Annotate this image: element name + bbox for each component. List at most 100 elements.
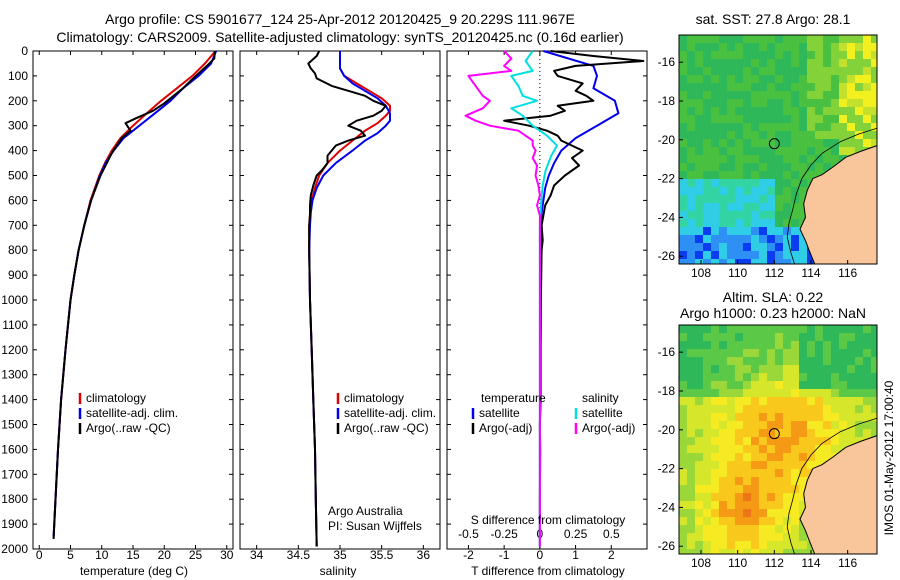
sst-map-cell bbox=[831, 107, 839, 115]
sst-map-cell bbox=[719, 67, 727, 75]
sst-map-cell bbox=[751, 155, 759, 163]
sst-map-cell bbox=[743, 171, 751, 179]
sla-map-cell bbox=[695, 533, 703, 541]
sst-map-cell bbox=[847, 115, 855, 123]
sla-map-xtick-label: 108 bbox=[691, 556, 711, 570]
sst-map-cell bbox=[751, 91, 759, 99]
sla-map-cell bbox=[775, 493, 783, 501]
sla-map-cell bbox=[735, 509, 743, 517]
sla-map-cell bbox=[743, 373, 751, 381]
sla-map-cell bbox=[759, 485, 767, 493]
sla-map-cell bbox=[823, 389, 831, 397]
sla-map-cell bbox=[775, 509, 783, 517]
sla-map-cell bbox=[743, 493, 751, 501]
sla-map-cell bbox=[679, 389, 687, 397]
sla-map-cell bbox=[687, 461, 695, 469]
sst-map-cell bbox=[679, 187, 687, 195]
sla-map-cell bbox=[703, 485, 711, 493]
sla-map-land bbox=[799, 434, 878, 555]
sst-map-cell bbox=[863, 75, 871, 83]
sst-map-xtick-label: 108 bbox=[691, 266, 711, 280]
sst-map-cell bbox=[847, 51, 855, 59]
sst-map-cell bbox=[735, 99, 743, 107]
sla-map-cell bbox=[759, 453, 767, 461]
sst-map-cell bbox=[735, 211, 743, 219]
sst-map-cell bbox=[839, 51, 847, 59]
sla-map-cell bbox=[727, 469, 735, 477]
sla-map-cell bbox=[703, 429, 711, 437]
sla-map-cell bbox=[831, 437, 839, 445]
sla-map-cell bbox=[799, 349, 807, 357]
sla-map-cell bbox=[831, 349, 839, 357]
sla-map-cell bbox=[871, 429, 877, 437]
sst-map-cell bbox=[847, 147, 855, 155]
sla-map-cell bbox=[743, 509, 751, 517]
sla-map-cell bbox=[727, 381, 735, 389]
sst-map-cell bbox=[711, 155, 719, 163]
sst-map-cell bbox=[799, 59, 807, 67]
sla-map-cell bbox=[791, 541, 799, 549]
sla-map-cell bbox=[783, 501, 791, 509]
sla-map-cell bbox=[799, 437, 807, 445]
sla-map-ytick-label: -16 bbox=[658, 345, 676, 359]
sla-map-cell bbox=[799, 381, 807, 389]
sst-map-cell bbox=[751, 203, 759, 211]
sla-map-cell bbox=[735, 397, 743, 405]
sla-map-cell bbox=[759, 413, 767, 421]
sst-map-cell bbox=[727, 227, 735, 235]
sst-map-ytick-label: -24 bbox=[658, 210, 676, 224]
sst-map-cell bbox=[871, 99, 877, 107]
sst-map-cell bbox=[727, 123, 735, 131]
sst-map-cell bbox=[743, 107, 751, 115]
sla-map-cell bbox=[831, 341, 839, 349]
sst-map-cell bbox=[695, 59, 703, 67]
sla-map-cell bbox=[751, 373, 759, 381]
sla-map-cell bbox=[871, 325, 877, 333]
sst-map-cell bbox=[815, 75, 823, 83]
sst-map-cell bbox=[847, 35, 855, 43]
sst-map-cell bbox=[687, 179, 695, 187]
sla-map-cell bbox=[807, 381, 815, 389]
sla-map-cell bbox=[687, 469, 695, 477]
sst-map-cell bbox=[751, 131, 759, 139]
salinity-legend-label: Argo(..raw -QC) bbox=[344, 421, 429, 435]
sla-map-cell bbox=[711, 373, 719, 381]
sla-map-cell bbox=[679, 437, 687, 445]
sst-map-cell bbox=[687, 83, 695, 91]
sla-map-cell bbox=[735, 429, 743, 437]
sst-map-cell bbox=[759, 59, 767, 67]
depth-tick-label: 1500 bbox=[1, 418, 28, 432]
sst-map-cell bbox=[687, 251, 695, 259]
sla-map-cell bbox=[783, 453, 791, 461]
sla-map-cell bbox=[743, 517, 751, 525]
sla-map-cell bbox=[727, 373, 735, 381]
sst-map-cell bbox=[759, 51, 767, 59]
sst-map-cell bbox=[687, 115, 695, 123]
sst-map-cell bbox=[695, 91, 703, 99]
sst-map-cell bbox=[815, 123, 823, 131]
sst-map-cell bbox=[711, 211, 719, 219]
temperature-xlabel: temperature (deg C) bbox=[80, 564, 188, 578]
sst-map-cell bbox=[703, 147, 711, 155]
sst-map-cell bbox=[727, 107, 735, 115]
sst-map-cell bbox=[711, 131, 719, 139]
sst-map-cell bbox=[791, 179, 799, 187]
sla-map-cell bbox=[839, 437, 847, 445]
sla-map-cell bbox=[767, 437, 775, 445]
sst-map-cell bbox=[815, 35, 823, 43]
sla-map-cell bbox=[823, 341, 831, 349]
sst-map-ytick-label: -16 bbox=[658, 55, 676, 69]
sst-map-cell bbox=[815, 83, 823, 91]
sla-map-cell bbox=[767, 333, 775, 341]
sla-map-cell bbox=[743, 541, 751, 549]
sst-map-cell bbox=[831, 43, 839, 51]
sst-map-cell bbox=[847, 67, 855, 75]
sst-map-cell bbox=[703, 83, 711, 91]
sla-map-cell bbox=[695, 333, 703, 341]
sla-map-cell bbox=[711, 405, 719, 413]
sla-map-cell bbox=[703, 325, 711, 333]
sst-map-cell bbox=[711, 99, 719, 107]
sla-map-cell bbox=[759, 381, 767, 389]
sst-map-cell bbox=[679, 115, 687, 123]
sla-map-cell bbox=[847, 413, 855, 421]
